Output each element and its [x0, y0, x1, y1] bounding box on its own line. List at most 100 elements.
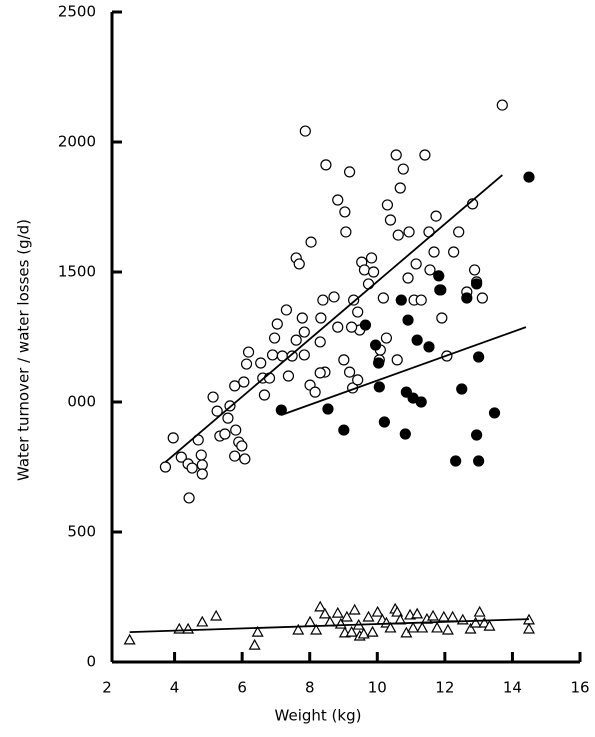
open-point [362, 278, 375, 290]
open-point [298, 349, 310, 361]
open-point [317, 294, 329, 306]
triangle-point [304, 615, 317, 627]
open-point [380, 332, 393, 344]
open-point [296, 312, 308, 324]
y-tick-label: 2500 [58, 3, 96, 21]
filled-point [275, 404, 287, 416]
open-point [343, 166, 356, 178]
open-point [230, 424, 242, 436]
triangle-point [318, 607, 331, 619]
open-point [167, 432, 179, 444]
open-point [352, 306, 364, 318]
open-point [236, 440, 248, 452]
open-point [403, 226, 415, 238]
open-point [207, 391, 219, 403]
triangle-point [469, 616, 482, 628]
triangle-point [384, 621, 397, 633]
triangle-point [437, 610, 450, 622]
x-tick-label: 10 [368, 679, 387, 697]
triangle-point [446, 610, 459, 622]
triangle-point [427, 609, 440, 621]
filled-point [450, 455, 462, 467]
open-point [305, 236, 317, 248]
open-point [424, 264, 436, 276]
triangle-point [473, 605, 486, 617]
filled-point [378, 416, 390, 428]
open-point [240, 358, 253, 370]
open-point [453, 226, 465, 238]
y-axis-label: Water turnover / water losses (g/d) [15, 219, 33, 481]
open-point [394, 182, 406, 194]
triangle-point [292, 623, 305, 635]
open-point [476, 292, 488, 304]
filled-point [461, 292, 473, 304]
open-point [402, 272, 414, 284]
filled-point [373, 357, 385, 369]
open-point [468, 264, 481, 276]
triangle-point [431, 621, 444, 633]
x-tick-label: 16 [570, 679, 589, 697]
triangle-point [251, 625, 264, 637]
open-point [428, 246, 440, 258]
triangle-point [331, 606, 344, 618]
open-point [175, 451, 187, 463]
triangle-point [464, 622, 477, 634]
open-point [384, 214, 397, 226]
trend-line [281, 326, 527, 416]
open-point [315, 312, 327, 324]
triangle-point [340, 610, 353, 622]
open-point [314, 336, 326, 348]
filled-point [523, 171, 535, 183]
open-point [332, 321, 344, 333]
open-point [255, 357, 267, 369]
open-point [229, 450, 241, 462]
open-point [309, 386, 321, 398]
open-point [211, 405, 223, 417]
x-tick-label: 4 [170, 679, 180, 697]
open-point [419, 149, 431, 161]
y-tick-label: 0 [86, 653, 96, 671]
triangle-point [345, 625, 358, 637]
triangle-point [123, 633, 136, 645]
open-point [159, 461, 172, 473]
triangle-point [348, 603, 361, 615]
triangle-point [366, 625, 379, 637]
filled-point [488, 407, 501, 419]
triangle-point [371, 605, 384, 617]
open-point [338, 354, 350, 366]
filled-point [399, 428, 411, 440]
filled-point [369, 339, 382, 351]
open-point [239, 453, 251, 465]
x-axis-label: Weight (kg) [275, 707, 362, 725]
triangle-point [310, 623, 323, 635]
open-point [381, 199, 394, 211]
filled-point [471, 429, 483, 441]
open-point [222, 412, 234, 424]
open-point [293, 258, 305, 270]
open-point [186, 462, 198, 474]
filled-point [435, 284, 447, 296]
triangle-point [173, 622, 186, 634]
triangle-point [182, 622, 195, 634]
open-point [343, 366, 356, 378]
triangle-point [411, 607, 424, 619]
open-point [365, 252, 378, 264]
open-point [392, 229, 404, 241]
open-point [299, 125, 311, 137]
open-point [358, 264, 371, 276]
open-point [280, 304, 293, 316]
filled-point [471, 278, 483, 290]
x-tick-label: 12 [435, 679, 454, 697]
triangle-point [441, 623, 454, 635]
triangle-point [416, 621, 429, 633]
x-tick-label: 8 [305, 679, 315, 697]
triangle-point [362, 610, 375, 622]
open-point [229, 380, 241, 392]
open-point [271, 318, 283, 330]
open-point [390, 149, 402, 161]
filled-point [415, 396, 427, 408]
y-tick-label: 500 [67, 523, 96, 541]
open-point [263, 372, 276, 384]
triangle-point [522, 622, 536, 634]
open-point [332, 194, 344, 206]
